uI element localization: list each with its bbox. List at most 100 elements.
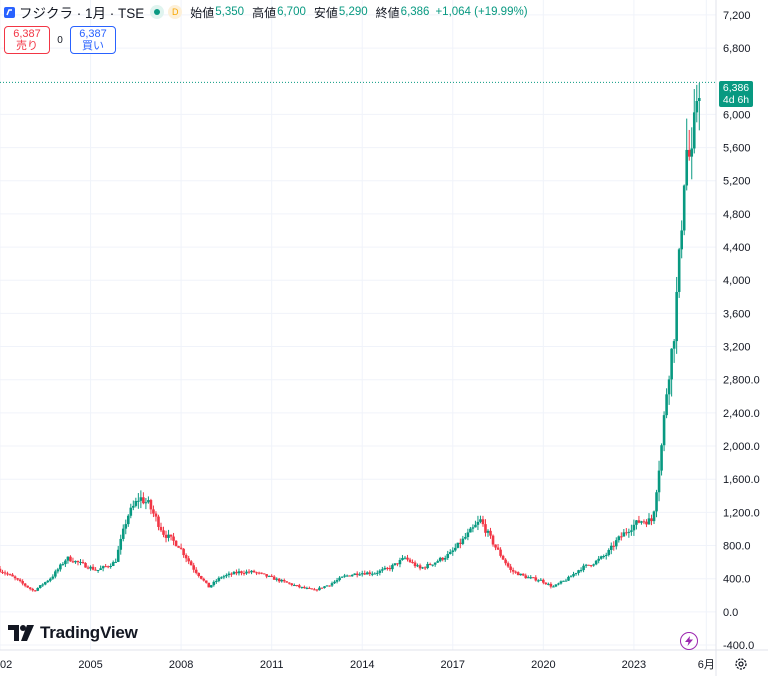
candle	[453, 543, 457, 552]
candle	[91, 564, 95, 571]
candle	[240, 570, 243, 576]
close-label: 終値	[375, 5, 400, 20]
candle	[71, 557, 75, 564]
candle	[290, 582, 294, 587]
y-tick-label: 1,200.0	[723, 507, 760, 519]
candle	[690, 127, 694, 180]
chart-grid	[0, 0, 716, 650]
candle	[509, 563, 512, 573]
candle	[378, 569, 382, 576]
x-tick-label: 6月	[698, 659, 715, 671]
candle	[237, 568, 241, 576]
candle	[137, 493, 140, 509]
candle	[625, 528, 628, 536]
candle	[36, 587, 40, 592]
candle	[197, 572, 201, 578]
close-value: 6,386	[400, 6, 430, 18]
market-status-icon[interactable]	[150, 5, 165, 19]
candle	[474, 520, 477, 528]
candle	[534, 575, 538, 582]
symbol-title[interactable]: フジクラ · 1月 · TSE	[19, 6, 145, 21]
price-axis[interactable]: 7,200 6,800 6,000 5,600 5,200 4,800 4,400 4,000…	[715, 0, 760, 676]
candle	[56, 567, 60, 574]
candle	[242, 570, 246, 576]
x-tick-label: 2011	[260, 659, 284, 671]
candle	[464, 532, 467, 540]
candle	[662, 411, 666, 452]
candle	[484, 519, 487, 537]
candle	[630, 524, 633, 536]
open-value: 5,350	[215, 6, 245, 18]
candle	[250, 570, 253, 575]
x-tick-label: 02	[0, 659, 12, 671]
candle	[511, 567, 515, 575]
candle	[370, 571, 374, 577]
candle	[335, 577, 339, 584]
candle	[579, 567, 583, 573]
candle	[280, 578, 284, 583]
x-tick-label: 2014	[350, 659, 374, 671]
low-value: 5,290	[338, 6, 368, 18]
candle	[101, 565, 105, 572]
y-tick-label: -400.0	[723, 640, 754, 652]
candle	[172, 532, 175, 546]
candle	[609, 542, 613, 555]
candle	[451, 547, 455, 556]
candle	[134, 497, 138, 508]
candle	[355, 571, 359, 578]
candle	[667, 375, 671, 405]
candle	[252, 569, 256, 573]
buy-price: 6,387	[79, 28, 107, 40]
candle	[614, 537, 618, 550]
candle	[491, 534, 495, 547]
candle	[328, 585, 331, 587]
candle	[295, 584, 299, 587]
candle	[0, 566, 2, 573]
candle	[481, 515, 485, 527]
candle	[672, 338, 676, 363]
candle	[99, 565, 102, 571]
candle	[438, 556, 442, 563]
candle	[637, 515, 641, 524]
candle	[199, 575, 203, 580]
candle	[431, 564, 434, 567]
sell-button[interactable]: 6,387 売り	[4, 26, 50, 54]
candle	[388, 565, 392, 572]
delayed-data-badge[interactable]: D	[168, 5, 183, 19]
candle	[443, 555, 447, 562]
candle	[323, 586, 326, 589]
candle	[660, 443, 663, 476]
candle	[607, 548, 611, 557]
candle	[421, 566, 424, 570]
candle	[665, 388, 668, 419]
candle	[562, 580, 565, 582]
candle	[640, 520, 643, 525]
candle	[416, 563, 419, 568]
y-tick-label: 400.0	[723, 574, 751, 586]
candle	[157, 514, 160, 531]
candle	[594, 559, 598, 566]
candle	[169, 534, 173, 541]
lightning-icon[interactable]	[680, 632, 698, 650]
candle	[277, 577, 281, 583]
candle	[315, 589, 319, 592]
sell-label: 売り	[16, 40, 38, 52]
candle	[275, 577, 279, 582]
candle	[602, 554, 606, 559]
bar-countdown: 4d 6h	[722, 94, 750, 106]
candle	[142, 492, 145, 505]
candle	[16, 577, 19, 581]
candle	[647, 513, 651, 525]
y-tick-label: 0.0	[723, 607, 738, 619]
tradingview-logo[interactable]: TradingView	[8, 623, 138, 643]
settings-gear-icon[interactable]	[734, 657, 748, 671]
candle	[74, 560, 77, 564]
buy-button[interactable]: 6,387 買い	[70, 26, 116, 54]
candle	[469, 526, 472, 533]
high-value: 6,700	[277, 6, 306, 18]
candle	[187, 555, 190, 565]
time-axis[interactable]: 02 2005 2008 2011 2014 2017 2020 2023 6月	[0, 649, 768, 671]
x-tick-label: 2020	[531, 659, 555, 671]
candle	[84, 562, 87, 568]
